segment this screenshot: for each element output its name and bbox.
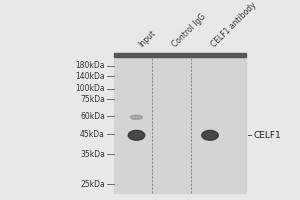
Text: CELF1 antibody: CELF1 antibody <box>210 1 259 49</box>
Text: 35kDa: 35kDa <box>80 150 105 159</box>
Text: Input: Input <box>136 29 157 49</box>
Bar <box>114 53 246 57</box>
Ellipse shape <box>202 130 218 140</box>
Text: CELF1: CELF1 <box>254 131 281 140</box>
Text: 140kDa: 140kDa <box>75 72 105 81</box>
Ellipse shape <box>130 115 142 119</box>
Text: 60kDa: 60kDa <box>80 112 105 121</box>
Ellipse shape <box>128 130 145 140</box>
Text: Control IgG: Control IgG <box>171 12 208 49</box>
Text: 45kDa: 45kDa <box>80 130 105 139</box>
Text: 180kDa: 180kDa <box>76 61 105 70</box>
Text: 25kDa: 25kDa <box>80 180 105 189</box>
Text: 75kDa: 75kDa <box>80 95 105 104</box>
Text: 100kDa: 100kDa <box>75 84 105 93</box>
Bar <box>114 56 246 193</box>
